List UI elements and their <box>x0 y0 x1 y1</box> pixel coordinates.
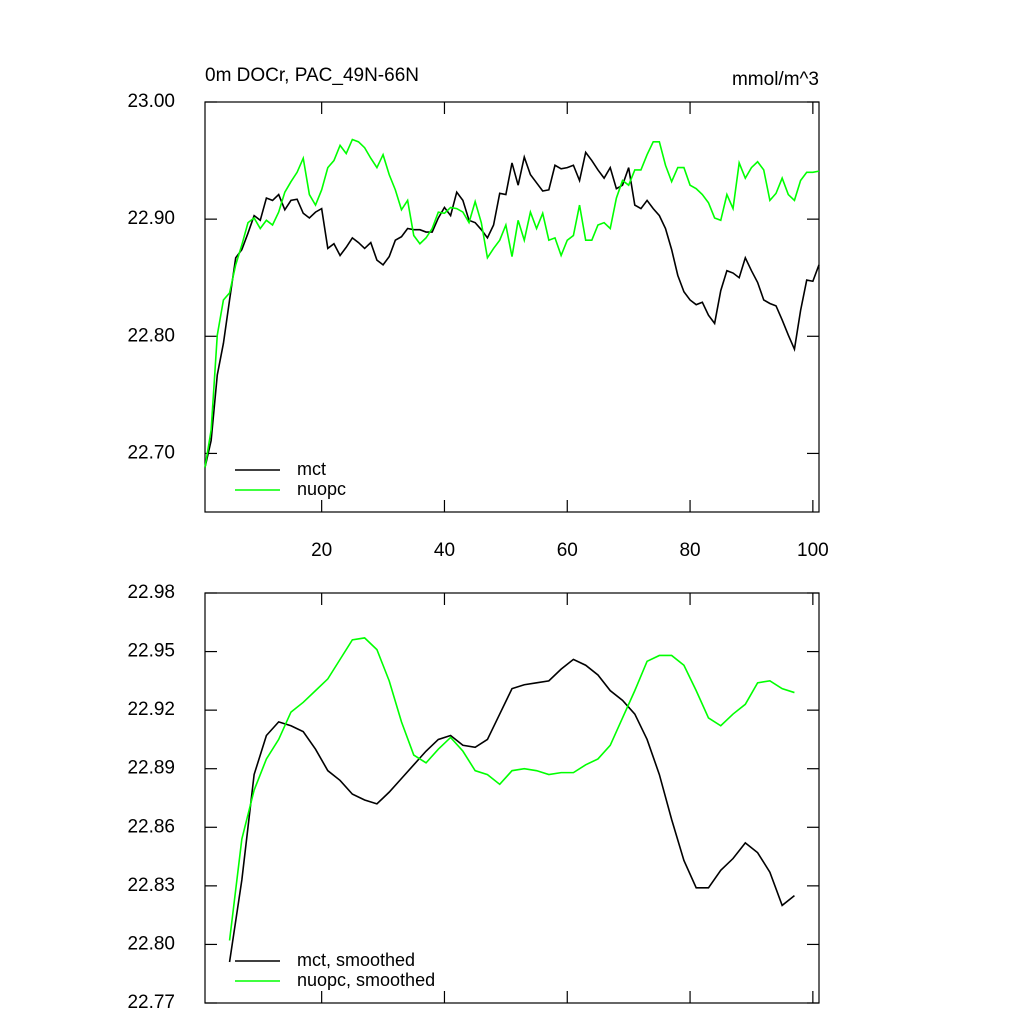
y-tick-label: 22.83 <box>127 875 175 896</box>
y-tick-label: 22.80 <box>127 933 175 954</box>
legend-label: nuopc, smoothed <box>297 970 435 990</box>
units-label: mmol/m^3 <box>732 69 819 90</box>
y-tick-label: 22.90 <box>127 208 175 229</box>
y-tick-label: 22.70 <box>127 442 175 463</box>
legend-label: mct <box>297 459 326 479</box>
y-tick-label: 22.80 <box>127 325 175 346</box>
x-tick-label: 20 <box>311 540 332 561</box>
y-tick-label: 23.00 <box>127 91 175 112</box>
data-line <box>204 138 820 468</box>
x-tick-label: 80 <box>679 540 700 561</box>
y-tick-label: 22.86 <box>127 816 175 837</box>
legend-label: mct, smoothed <box>297 950 415 970</box>
plot-frame <box>204 101 820 513</box>
x-tick-label: 40 <box>434 540 455 561</box>
y-tick-label: 22.77 <box>127 992 175 1013</box>
y-tick-label: 22.92 <box>127 699 175 720</box>
y-tick-label: 22.89 <box>127 758 175 779</box>
chart-title: 0m DOCr, PAC_49N-66N <box>205 65 419 86</box>
y-tick-label: 22.98 <box>127 582 175 603</box>
data-line <box>228 658 795 963</box>
data-line <box>228 637 795 941</box>
legend-label: nuopc <box>297 479 346 499</box>
y-tick-label: 22.95 <box>127 641 175 662</box>
plot-frame <box>204 592 820 1004</box>
data-line <box>204 150 820 468</box>
x-tick-label: 100 <box>797 540 829 561</box>
x-tick-label: 60 <box>557 540 578 561</box>
